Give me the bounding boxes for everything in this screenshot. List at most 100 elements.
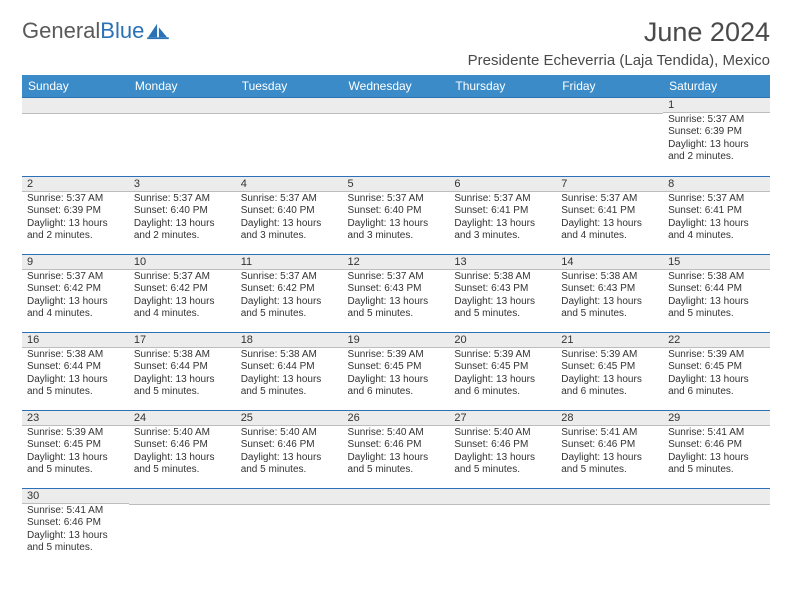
day-number <box>663 488 770 505</box>
day-number: 10 <box>129 254 236 270</box>
day-body: Sunrise: 5:39 AMSunset: 6:45 PMDaylight:… <box>343 348 450 402</box>
day-number: 29 <box>663 410 770 426</box>
calendar-cell: 3Sunrise: 5:37 AMSunset: 6:40 PMDaylight… <box>129 176 236 254</box>
day-body <box>663 505 770 567</box>
calendar-cell <box>449 488 556 567</box>
day-body: Sunrise: 5:38 AMSunset: 6:44 PMDaylight:… <box>663 270 770 324</box>
day-number <box>343 488 450 505</box>
calendar-cell: 20Sunrise: 5:39 AMSunset: 6:45 PMDayligh… <box>449 332 556 410</box>
day-body: Sunrise: 5:37 AMSunset: 6:41 PMDaylight:… <box>449 192 556 246</box>
calendar-cell: 19Sunrise: 5:39 AMSunset: 6:45 PMDayligh… <box>343 332 450 410</box>
calendar-cell: 18Sunrise: 5:38 AMSunset: 6:44 PMDayligh… <box>236 332 343 410</box>
day-number <box>129 97 236 114</box>
weekday-header: Sunday <box>22 75 129 97</box>
day-number: 7 <box>556 176 663 192</box>
calendar-cell: 12Sunrise: 5:37 AMSunset: 6:43 PMDayligh… <box>343 254 450 332</box>
weekday-header: Thursday <box>449 75 556 97</box>
calendar-cell <box>236 488 343 567</box>
day-body: Sunrise: 5:39 AMSunset: 6:45 PMDaylight:… <box>663 348 770 402</box>
day-body: Sunrise: 5:37 AMSunset: 6:40 PMDaylight:… <box>236 192 343 246</box>
day-body: Sunrise: 5:37 AMSunset: 6:42 PMDaylight:… <box>129 270 236 324</box>
calendar-cell: 17Sunrise: 5:38 AMSunset: 6:44 PMDayligh… <box>129 332 236 410</box>
day-number: 22 <box>663 332 770 348</box>
day-number: 28 <box>556 410 663 426</box>
calendar-row: 9Sunrise: 5:37 AMSunset: 6:42 PMDaylight… <box>22 254 770 332</box>
calendar-cell <box>449 97 556 176</box>
day-body <box>343 114 450 176</box>
calendar-row: 2Sunrise: 5:37 AMSunset: 6:39 PMDaylight… <box>22 176 770 254</box>
day-number: 21 <box>556 332 663 348</box>
day-number: 15 <box>663 254 770 270</box>
calendar-cell <box>129 97 236 176</box>
weekday-header: Tuesday <box>236 75 343 97</box>
day-number: 18 <box>236 332 343 348</box>
calendar-cell: 11Sunrise: 5:37 AMSunset: 6:42 PMDayligh… <box>236 254 343 332</box>
day-number <box>236 97 343 114</box>
day-number <box>449 97 556 114</box>
day-body <box>556 114 663 176</box>
calendar-cell: 22Sunrise: 5:39 AMSunset: 6:45 PMDayligh… <box>663 332 770 410</box>
day-number: 27 <box>449 410 556 426</box>
day-number: 17 <box>129 332 236 348</box>
calendar-cell <box>22 97 129 176</box>
day-number: 23 <box>22 410 129 426</box>
day-number <box>556 97 663 114</box>
calendar-row: 1Sunrise: 5:37 AMSunset: 6:39 PMDaylight… <box>22 97 770 176</box>
title-block: June 2024 Presidente Echeverria (Laja Te… <box>468 18 770 69</box>
calendar-cell: 15Sunrise: 5:38 AMSunset: 6:44 PMDayligh… <box>663 254 770 332</box>
logo: GeneralBlue <box>22 18 169 44</box>
header: GeneralBlue June 2024 Presidente Echever… <box>22 18 770 69</box>
calendar-cell: 25Sunrise: 5:40 AMSunset: 6:46 PMDayligh… <box>236 410 343 488</box>
day-body: Sunrise: 5:37 AMSunset: 6:43 PMDaylight:… <box>343 270 450 324</box>
calendar-cell: 9Sunrise: 5:37 AMSunset: 6:42 PMDaylight… <box>22 254 129 332</box>
day-body: Sunrise: 5:37 AMSunset: 6:40 PMDaylight:… <box>343 192 450 246</box>
calendar-cell <box>236 97 343 176</box>
day-number: 3 <box>129 176 236 192</box>
day-body: Sunrise: 5:39 AMSunset: 6:45 PMDaylight:… <box>556 348 663 402</box>
day-body: Sunrise: 5:40 AMSunset: 6:46 PMDaylight:… <box>449 426 556 480</box>
day-body: Sunrise: 5:38 AMSunset: 6:43 PMDaylight:… <box>449 270 556 324</box>
weekday-header: Monday <box>129 75 236 97</box>
day-number: 16 <box>22 332 129 348</box>
weekday-header-row: SundayMondayTuesdayWednesdayThursdayFrid… <box>22 75 770 97</box>
location: Presidente Echeverria (Laja Tendida), Me… <box>468 52 770 69</box>
calendar-row: 16 Sunrise: 5:38 AMSunset: 6:44 PMDayligh… <box>22 332 770 410</box>
day-body: Sunrise: 5:37 AMSunset: 6:41 PMDaylight:… <box>663 192 770 246</box>
calendar-cell: 24Sunrise: 5:40 AMSunset: 6:46 PMDayligh… <box>129 410 236 488</box>
calendar-cell: 23Sunrise: 5:39 AMSunset: 6:45 PMDayligh… <box>22 410 129 488</box>
day-body: Sunrise: 5:37 AMSunset: 6:41 PMDaylight:… <box>556 192 663 246</box>
day-number: 6 <box>449 176 556 192</box>
day-number <box>556 488 663 505</box>
weekday-header: Saturday <box>663 75 770 97</box>
day-body: Sunrise: 5:37 AMSunset: 6:39 PMDaylight:… <box>22 192 129 246</box>
day-number: 4 <box>236 176 343 192</box>
day-number <box>129 488 236 505</box>
calendar-cell: 2Sunrise: 5:37 AMSunset: 6:39 PMDaylight… <box>22 176 129 254</box>
day-body: Sunrise: 5:37 AMSunset: 6:42 PMDaylight:… <box>236 270 343 324</box>
day-body <box>22 114 129 176</box>
day-body: Sunrise: 5:38 AMSunset: 6:44 PMDaylight:… <box>236 348 343 402</box>
day-body: Sunrise: 5:41 AMSunset: 6:46 PMDaylight:… <box>556 426 663 480</box>
day-body: Sunrise: 5:39 AMSunset: 6:45 PMDaylight:… <box>22 426 129 480</box>
calendar-body: 1Sunrise: 5:37 AMSunset: 6:39 PMDaylight… <box>22 97 770 567</box>
calendar-cell <box>343 488 450 567</box>
day-number: 9 <box>22 254 129 270</box>
logo-sail-icon <box>147 22 169 40</box>
day-number: 12 <box>343 254 450 270</box>
day-body <box>129 114 236 176</box>
calendar-cell: 16Sunrise: 5:38 AMSunset: 6:44 PMDayligh… <box>22 332 129 410</box>
day-body: Sunrise: 5:41 AMSunset: 6:46 PMDaylight:… <box>22 504 129 558</box>
calendar-cell: 8Sunrise: 5:37 AMSunset: 6:41 PMDaylight… <box>663 176 770 254</box>
day-number: 25 <box>236 410 343 426</box>
calendar-cell: 5Sunrise: 5:37 AMSunset: 6:40 PMDaylight… <box>343 176 450 254</box>
day-number: 5 <box>343 176 450 192</box>
day-body <box>236 505 343 567</box>
logo-text-1: General <box>22 18 100 44</box>
calendar-table: SundayMondayTuesdayWednesdayThursdayFrid… <box>22 75 770 567</box>
day-number: 20 <box>449 332 556 348</box>
day-body: Sunrise: 5:40 AMSunset: 6:46 PMDaylight:… <box>343 426 450 480</box>
calendar-cell: 30Sunrise: 5:41 AMSunset: 6:46 PMDayligh… <box>22 488 129 567</box>
calendar-cell: 26Sunrise: 5:40 AMSunset: 6:46 PMDayligh… <box>343 410 450 488</box>
calendar-cell: 13Sunrise: 5:38 AMSunset: 6:43 PMDayligh… <box>449 254 556 332</box>
calendar-cell: 10Sunrise: 5:37 AMSunset: 6:42 PMDayligh… <box>129 254 236 332</box>
